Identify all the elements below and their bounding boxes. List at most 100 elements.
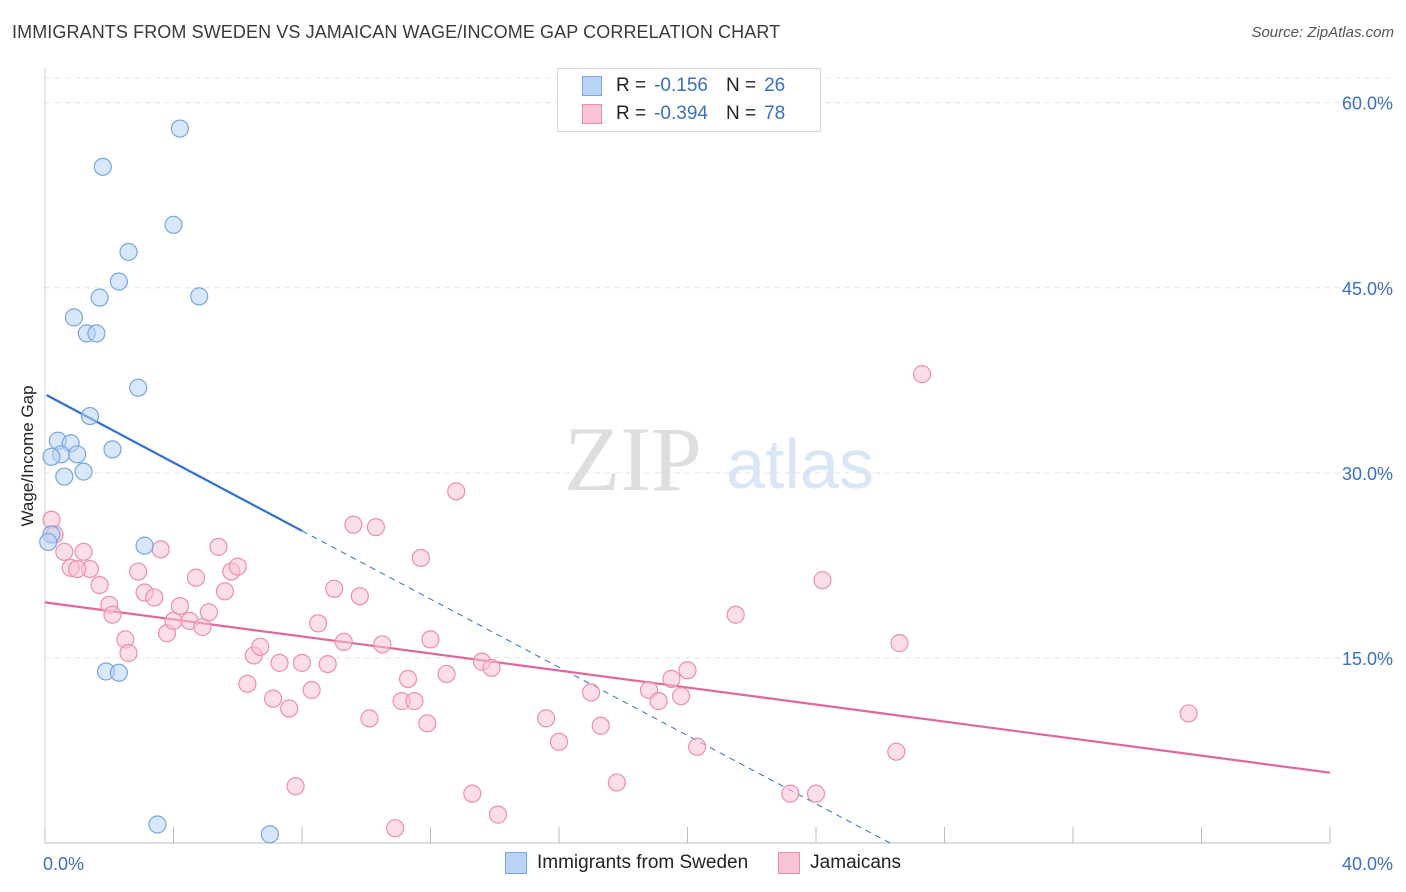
y-tick-label: 45.0% <box>1342 279 1393 299</box>
grid <box>45 77 1395 659</box>
x-tick-label: 40.0% <box>1342 854 1393 874</box>
data-point-jamaicans <box>103 605 122 624</box>
data-point-sweden <box>135 536 154 555</box>
legend-label-jamaicans: Jamaicans <box>810 852 901 873</box>
data-point-jamaicans <box>318 654 337 674</box>
data-point-jamaicans <box>549 732 569 751</box>
stats-legend: R = -0.156 N = 26 R = -0.394 N = 78 <box>557 68 821 132</box>
data-point-jamaicans <box>890 634 909 653</box>
data-point-jamaicans <box>398 669 418 688</box>
data-point-sweden <box>87 324 106 343</box>
legend-n-label: N = <box>725 75 757 96</box>
data-point-jamaicans <box>607 773 626 792</box>
legend-r-value: -0.156 <box>654 75 708 96</box>
legend-swatch-blue <box>504 852 527 874</box>
data-point-jamaicans <box>145 588 164 607</box>
data-point-jamaicans <box>678 661 697 680</box>
data-point-jamaicans <box>912 365 932 384</box>
data-points <box>39 119 1198 844</box>
data-point-jamaicans <box>129 562 148 581</box>
data-point-sweden <box>80 406 100 426</box>
data-point-jamaicans <box>421 630 440 649</box>
data-point-jamaicans <box>90 576 109 595</box>
data-point-jamaicans <box>671 687 691 706</box>
watermark: ZIP atlas <box>564 408 874 510</box>
data-point-jamaicans <box>119 643 138 663</box>
watermark-zip: ZIP <box>564 408 702 510</box>
legend-r-label: R = <box>616 103 647 124</box>
data-point-jamaicans <box>463 784 482 803</box>
data-point-sweden <box>129 378 148 397</box>
series-legend: Immigrants from Sweden Jamaicans <box>0 852 1406 874</box>
legend-row-jamaicans: R = -0.394 N = 78 <box>582 101 785 127</box>
data-point-jamaicans <box>325 579 344 598</box>
data-point-sweden <box>109 272 128 291</box>
data-point-jamaicans <box>582 683 601 702</box>
data-point-sweden <box>74 462 93 481</box>
data-point-jamaicans <box>238 674 257 693</box>
legend-label-sweden: Immigrants from Sweden <box>536 852 749 873</box>
legend-swatch-pink <box>582 104 602 124</box>
data-point-jamaicans <box>688 737 707 756</box>
data-point-jamaicans <box>591 716 610 735</box>
data-point-jamaicans <box>726 605 745 624</box>
data-point-sweden <box>42 447 61 466</box>
data-point-jamaicans <box>437 664 456 684</box>
y-tick-label: 30.0% <box>1342 464 1393 484</box>
trendline-jamaicans <box>44 601 1331 774</box>
legend-item-jamaicans[interactable]: Jamaicans <box>778 852 901 874</box>
data-point-jamaicans <box>215 582 234 601</box>
legend-n-value: 26 <box>764 75 786 96</box>
data-point-jamaicans <box>411 548 430 568</box>
data-point-jamaicans <box>405 692 424 711</box>
watermark-atlas: atlas <box>726 425 874 503</box>
data-point-jamaicans <box>806 784 826 803</box>
y-tick-label: 15.0% <box>1342 649 1393 669</box>
legend-n-label: N = <box>725 103 757 124</box>
data-point-jamaicans <box>308 614 328 633</box>
data-point-jamaicans <box>537 709 556 728</box>
y-tick-label: 60.0% <box>1342 94 1393 114</box>
legend-n-value: 78 <box>764 103 786 124</box>
chart-title: IMMIGRANTS FROM SWEDEN VS JAMAICAN WAGE/… <box>12 22 781 42</box>
data-point-jamaicans <box>781 784 800 803</box>
data-point-jamaicans <box>170 596 190 616</box>
data-point-jamaicans <box>649 692 668 711</box>
data-point-jamaicans <box>447 482 466 501</box>
data-point-jamaicans <box>418 714 437 733</box>
legend-r-value: -0.394 <box>654 103 708 124</box>
data-point-jamaicans <box>228 557 247 576</box>
y-tick-labels: 15.0% 30.0% 45.0% 60.0% <box>1342 94 1393 669</box>
data-point-jamaicans <box>662 669 681 688</box>
data-point-jamaicans <box>386 819 405 838</box>
data-point-jamaicans <box>199 603 218 622</box>
data-point-sweden <box>190 287 209 306</box>
source-label: Source: ZipAtlas.com <box>1251 24 1394 41</box>
data-point-sweden <box>103 440 122 459</box>
data-point-jamaicans <box>302 680 321 700</box>
data-point-sweden <box>109 663 128 682</box>
data-point-jamaicans <box>263 689 283 708</box>
data-point-jamaicans <box>344 515 363 534</box>
data-point-jamaicans <box>887 742 906 761</box>
legend-r-label: R = <box>616 75 647 96</box>
data-point-sweden <box>148 815 167 834</box>
data-point-sweden <box>39 532 58 552</box>
data-point-sweden <box>93 157 112 176</box>
data-point-jamaicans <box>209 537 228 556</box>
data-point-jamaicans <box>334 632 353 651</box>
legend-swatch-blue <box>582 76 602 96</box>
x-tick-label: 0.0% <box>43 854 84 874</box>
data-point-sweden <box>119 242 138 262</box>
data-point-jamaicans <box>68 559 87 579</box>
data-point-sweden <box>64 308 84 327</box>
legend-swatch-pink <box>778 852 801 874</box>
data-point-jamaicans <box>55 542 74 561</box>
legend-row-sweden: R = -0.156 N = 26 <box>582 73 785 99</box>
legend-item-sweden[interactable]: Immigrants from Sweden <box>504 852 749 874</box>
data-point-jamaicans <box>286 777 305 796</box>
data-point-jamaicans <box>151 540 170 559</box>
data-point-jamaicans <box>74 542 93 561</box>
x-tick-labels: 0.0% 40.0% <box>43 854 1393 874</box>
